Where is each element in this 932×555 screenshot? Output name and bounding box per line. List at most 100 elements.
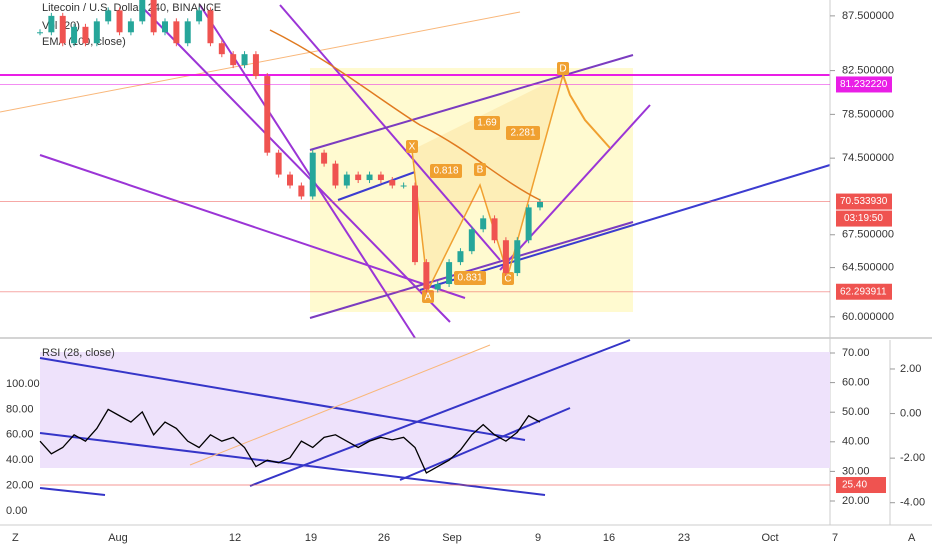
candle	[377, 174, 384, 181]
trend-line	[337, 171, 416, 201]
channel-line	[309, 54, 634, 151]
y-tick-label: 74.500000	[842, 152, 894, 164]
x-tick-label: 9	[535, 532, 541, 544]
point-box	[502, 272, 514, 285]
channel-line	[309, 221, 634, 319]
trend-line	[39, 487, 106, 496]
candle	[230, 54, 237, 66]
y3-tick-label: -4.00	[900, 497, 925, 509]
ratio-box	[474, 116, 500, 130]
candle	[298, 185, 305, 197]
candle	[93, 21, 100, 44]
candle	[287, 174, 293, 186]
candle	[434, 284, 441, 290]
footer-icon[interactable]: Z	[12, 532, 19, 544]
trend-line	[39, 357, 526, 441]
candle	[139, 0, 146, 22]
candle	[184, 21, 191, 44]
candle	[150, 0, 157, 33]
ratio: 0.818	[433, 166, 458, 177]
candle	[321, 152, 328, 164]
x-tick-label: 12	[229, 532, 241, 544]
candle	[173, 21, 180, 44]
x-tick-label: Oct	[761, 532, 778, 544]
candle	[105, 10, 112, 22]
y-tick-label: 67.500000	[842, 229, 894, 241]
x-tick-label: 26	[378, 532, 390, 544]
trend-line	[399, 407, 571, 481]
y-tick-label: 0.00	[6, 505, 27, 517]
point-label: X	[409, 142, 416, 153]
candle	[389, 180, 396, 186]
y-tick-label: 64.500000	[842, 262, 894, 274]
candle	[241, 54, 248, 66]
candle	[82, 26, 89, 44]
ratio-box	[430, 164, 462, 178]
candle	[218, 43, 225, 55]
projection	[562, 74, 611, 149]
price-box	[836, 193, 892, 210]
y2-tick-label: 20.00	[842, 495, 870, 507]
x-tick-label: 7	[832, 532, 838, 544]
rsi-band	[40, 352, 830, 468]
ema-line	[269, 29, 541, 201]
candle	[309, 152, 316, 197]
y-tick-label: 80.00	[6, 403, 34, 415]
marker-label: 25.40	[842, 480, 867, 491]
trend-line	[419, 164, 831, 291]
price-box	[836, 76, 892, 93]
rsi-title: RSI (28, close)	[42, 347, 115, 359]
y-tick-label: 60.00	[6, 429, 34, 441]
candle	[264, 76, 271, 153]
point-box	[557, 62, 569, 75]
drawings	[0, 4, 831, 339]
candle	[423, 262, 430, 290]
trend-line	[189, 344, 491, 466]
x-tick-label: 23	[678, 532, 690, 544]
ratio-box	[506, 126, 540, 140]
y-tick-label: 78.500000	[842, 108, 894, 120]
y-tick-label: 100.00	[6, 378, 40, 390]
candle	[502, 240, 509, 274]
candle	[537, 201, 543, 208]
trend-line	[249, 339, 631, 487]
point-label: A	[425, 292, 432, 303]
candle	[400, 185, 407, 187]
candle	[162, 21, 168, 33]
y-tick-label: 82.500000	[842, 64, 894, 76]
y-tick-label: 87.500000	[842, 10, 894, 22]
y-tick-label: 60.000000	[842, 311, 894, 323]
y-tick-label: 40.00	[6, 454, 34, 466]
y2-tick-label: 60.00	[842, 377, 870, 389]
trend-line	[39, 154, 466, 299]
candle	[525, 207, 532, 241]
point-box	[474, 163, 486, 176]
ratio-box	[454, 271, 486, 285]
candle	[252, 54, 259, 77]
candle	[207, 10, 214, 44]
trend-line	[0, 11, 521, 113]
candle	[332, 163, 339, 186]
point-box	[406, 140, 418, 153]
y2-tick-label: 40.00	[842, 436, 870, 448]
y3-tick-label: 0.00	[900, 407, 921, 419]
point-label: D	[559, 64, 566, 75]
footer-icon[interactable]: A	[908, 532, 916, 544]
trend-line	[139, 4, 451, 323]
candle	[468, 229, 475, 252]
y2-tick-label: 30.00	[842, 465, 870, 477]
trend-line	[499, 104, 651, 271]
point-label: C	[504, 274, 511, 285]
candle	[48, 15, 55, 33]
y3-tick-label: 2.00	[900, 363, 921, 375]
countdown: 03:19:50	[844, 213, 883, 224]
candle	[514, 240, 521, 274]
candle	[196, 10, 203, 22]
point-box	[422, 290, 434, 303]
candle	[491, 218, 498, 241]
marker-box	[836, 477, 886, 494]
ratio: 2.281	[510, 128, 535, 139]
candle	[366, 174, 373, 181]
countdown-box	[836, 210, 892, 227]
candle	[480, 218, 487, 230]
